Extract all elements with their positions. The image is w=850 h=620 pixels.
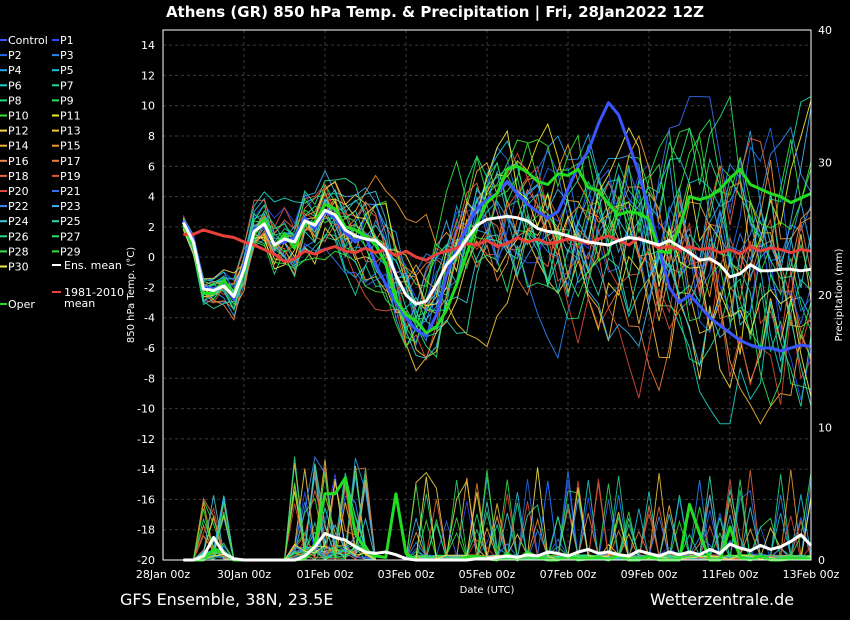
- member-temp-line: [182, 94, 812, 359]
- y-axis-label: 850 hPa Temp. (°C): [126, 247, 137, 343]
- x-axis-label: Date (UTC): [460, 585, 515, 596]
- series-ens-mean: [181, 208, 812, 306]
- legend-label: P29: [60, 245, 81, 258]
- plot-frame: [162, 29, 812, 561]
- x-tick-label: 01Feb 00z: [297, 568, 354, 581]
- y-tick-label: 8: [148, 130, 155, 143]
- legend-label: P25: [60, 215, 81, 228]
- x-tick-label: 28Jan 00z: [136, 568, 190, 581]
- legend-label: P19: [60, 170, 81, 183]
- x-tick-label: 05Feb 00z: [459, 568, 516, 581]
- legend-label: P18: [8, 170, 29, 183]
- member-precip-line: [183, 467, 812, 561]
- y2-tick-label: 40: [818, 24, 832, 37]
- legend-label: P11: [60, 110, 81, 123]
- legend-label: mean: [64, 297, 95, 310]
- x-tick-label: 03Feb 00z: [378, 568, 435, 581]
- legend-label: P7: [60, 79, 74, 92]
- legend-label: P5: [60, 64, 74, 77]
- y-tick-label: 6: [148, 160, 155, 173]
- y-tick-label: -18: [137, 524, 155, 537]
- y2-axis-label: Precipitation (mm): [834, 248, 845, 341]
- y-tick-label: -14: [137, 463, 155, 476]
- member-temp-line: [182, 189, 812, 367]
- legend-label: P30: [8, 261, 29, 274]
- y-axis-ticks: 14 12 10 8 6 4 2 0 -2 -4 -6 -8 -10 -12 -14 -16 -18 -20: [137, 39, 155, 567]
- series-1981-2010-mean: [183, 228, 812, 264]
- y-tick-label: 12: [141, 69, 155, 82]
- y-tick-label: -2: [144, 281, 155, 294]
- member-temp-line: [182, 137, 812, 313]
- member-temp-line: [182, 140, 812, 425]
- x-axis-ticks: 28Jan 00z 30Jan 00z 01Feb 00z 03Feb 00z 05Fe…: [136, 568, 840, 581]
- member-temp-line: [182, 186, 812, 321]
- legend-label: Control: [8, 34, 48, 47]
- legend-label: P22: [8, 200, 29, 213]
- legend-label: Ens. mean: [64, 259, 122, 272]
- y2-tick-label: 30: [818, 157, 832, 170]
- legend-label: P8: [8, 94, 22, 107]
- x-tick-label: 11Feb 00z: [702, 568, 759, 581]
- y2-tick-label: 10: [818, 422, 832, 435]
- y-tick-label: 4: [148, 191, 155, 204]
- legend-label: P4: [8, 64, 22, 77]
- legend: Control P1 P2 P3 P4 P5 P6 P7 P8 P9 P10 P11 P12 P13 P14…: [0, 34, 124, 311]
- legend-label: P13: [60, 125, 81, 138]
- legend-label: P3: [60, 49, 74, 62]
- legend-label: P15: [60, 140, 81, 153]
- member-temp-line: [182, 133, 812, 349]
- legend-label: P9: [60, 94, 74, 107]
- x-tick-label: 13Feb 00z: [783, 568, 840, 581]
- legend-label: P20: [8, 185, 29, 198]
- y-tick-label: -20: [137, 554, 155, 567]
- legend-label: P26: [8, 230, 29, 243]
- footer-source: GFS Ensemble, 38N, 23.5E: [120, 590, 333, 609]
- x-tick-label: 07Feb 00z: [540, 568, 597, 581]
- legend-label: P21: [60, 185, 81, 198]
- legend-label: P17: [60, 155, 81, 168]
- x-tick-label: 30Jan 00z: [217, 568, 271, 581]
- legend-label: P24: [8, 215, 29, 228]
- y-tick-label: -6: [144, 342, 155, 355]
- y-tick-label: 2: [148, 221, 155, 234]
- y-tick-label: -16: [137, 493, 155, 506]
- y2-axis-ticks: 40 30 20 10 0: [818, 24, 832, 567]
- member-temp-line: [182, 107, 812, 348]
- chart-title: Athens (GR) 850 hPa Temp. & Precipitatio…: [166, 3, 704, 22]
- legend-label: P28: [8, 245, 29, 258]
- legend-label: P10: [8, 110, 29, 123]
- y-tick-label: -8: [144, 372, 155, 385]
- y-tick-label: 10: [141, 100, 155, 113]
- legend-label: P1: [60, 34, 74, 47]
- y2-tick-label: 20: [818, 289, 832, 302]
- legend-label: P12: [8, 125, 29, 138]
- member-temp-line: [182, 163, 812, 407]
- footer-site: Wetterzentrale.de: [650, 590, 794, 609]
- y-tick-label: -10: [137, 403, 155, 416]
- legend-label: P2: [8, 49, 22, 62]
- legend-label: P16: [8, 155, 29, 168]
- legend-label: P27: [60, 230, 81, 243]
- y-tick-label: 14: [141, 39, 155, 52]
- legend-label: P14: [8, 140, 29, 153]
- legend-label: 1981-2010: [64, 286, 124, 299]
- y-tick-label: -12: [137, 433, 155, 446]
- y2-tick-label: 0: [818, 554, 825, 567]
- y-tick-label: 0: [148, 251, 155, 264]
- x-tick-label: 09Feb 00z: [621, 568, 678, 581]
- legend-label: P23: [60, 200, 81, 213]
- y-tick-label: -4: [144, 312, 155, 325]
- legend-label: P6: [8, 79, 22, 92]
- legend-label: Oper: [8, 298, 35, 311]
